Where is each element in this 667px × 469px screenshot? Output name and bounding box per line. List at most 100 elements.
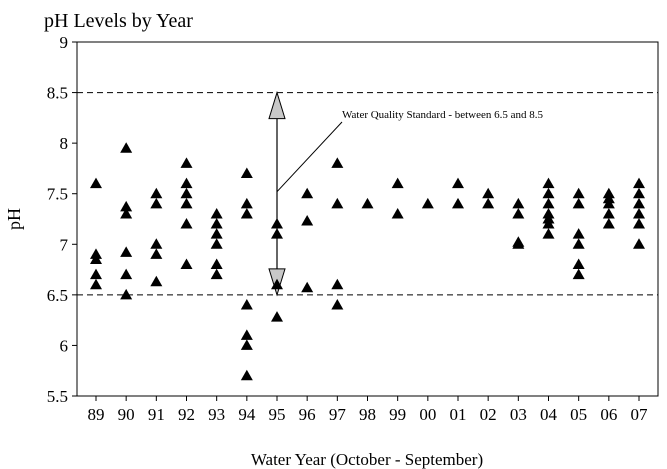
data-point-triangle [180, 157, 193, 168]
x-tick-label: 03 [510, 405, 527, 424]
x-tick-label: 98 [359, 405, 376, 424]
data-point-triangle [180, 218, 193, 229]
data-point-triangle [150, 197, 163, 209]
data-point-triangle [240, 298, 253, 310]
x-tick-label: 93 [208, 405, 225, 424]
data-point-triangle [210, 218, 223, 229]
data-point-triangle [602, 218, 615, 229]
data-point-triangle [180, 197, 193, 209]
data-point-triangle [452, 177, 464, 189]
data-point-triangle [120, 207, 133, 219]
data-point-triangle [120, 268, 133, 280]
x-tick-label: 01 [450, 405, 467, 424]
y-tick-label: 7 [60, 235, 69, 254]
x-tick-label: 90 [118, 405, 135, 424]
data-point-triangle [150, 248, 163, 259]
data-point-triangle [633, 218, 645, 229]
data-point-triangle [90, 268, 102, 280]
data-point-triangle [180, 187, 193, 199]
x-tick-label: 00 [419, 405, 436, 424]
data-point-triangle [120, 200, 133, 212]
data-point-triangle [391, 207, 404, 219]
y-tick-label: 6.5 [47, 286, 68, 305]
data-point-triangle [90, 177, 102, 189]
data-point-triangle [301, 187, 314, 199]
y-tick-label: 7.5 [47, 185, 68, 204]
data-point-triangle [301, 215, 314, 226]
x-tick-label: 97 [329, 405, 347, 424]
x-tick-label: 89 [88, 405, 105, 424]
data-point-triangle [210, 238, 223, 249]
data-point-triangle [90, 278, 102, 290]
data-point-triangle [482, 197, 495, 209]
data-point-triangle [331, 157, 344, 168]
annotation-leader-line [276, 121, 343, 193]
x-tick-label: 02 [480, 405, 497, 424]
data-point-triangle [572, 228, 585, 239]
data-point-triangle [602, 207, 615, 219]
data-point-triangle [331, 298, 344, 310]
data-point-triangle [572, 197, 585, 209]
data-point-triangle [633, 238, 645, 249]
data-point-triangle [633, 187, 645, 199]
data-point-triangle [150, 275, 163, 287]
y-tick-label: 9 [60, 33, 69, 52]
data-point-triangle [331, 278, 344, 290]
data-points [90, 142, 645, 381]
x-tick-label: 92 [178, 405, 195, 424]
data-point-triangle [240, 197, 253, 209]
data-point-triangle [331, 197, 344, 209]
data-point-triangle [271, 311, 283, 322]
data-point-triangle [150, 187, 163, 199]
data-point-triangle [240, 167, 253, 178]
data-point-triangle [452, 197, 464, 209]
data-point-triangle [542, 177, 555, 189]
data-point-triangle [150, 238, 163, 249]
data-point-triangle [210, 268, 223, 280]
annotation-arrowhead-up [268, 90, 286, 120]
x-tick-label: 91 [148, 405, 165, 424]
data-point-triangle [240, 207, 253, 219]
y-axis-label: pH [4, 208, 24, 230]
x-tick-label: 96 [299, 405, 316, 424]
data-point-triangle [120, 142, 133, 153]
y-tick-label: 8.5 [47, 84, 68, 103]
data-point-triangle [512, 236, 525, 247]
annotation-text: Water Quality Standard - between 6.5 and… [342, 109, 544, 121]
data-point-triangle [542, 187, 555, 199]
data-point-triangle [572, 187, 585, 199]
x-tick-label: 95 [269, 405, 286, 424]
x-tick-label: 99 [389, 405, 406, 424]
data-point-triangle [572, 238, 585, 249]
y-tick-label: 8 [60, 134, 69, 153]
data-point-triangle [90, 253, 102, 264]
data-point-triangle [240, 339, 253, 350]
data-point-triangle [572, 268, 585, 280]
x-tick-label: 04 [540, 405, 558, 424]
x-tick-label: 07 [631, 405, 649, 424]
data-point-triangle [633, 197, 645, 209]
data-point-triangle [633, 207, 645, 219]
data-point-triangle [271, 218, 283, 229]
x-axis-label: Water Year (October - September) [251, 450, 483, 469]
data-point-triangle [512, 197, 525, 209]
data-point-triangle [542, 197, 555, 209]
data-point-triangle [210, 207, 223, 219]
chart-title: pH Levels by Year [44, 10, 193, 32]
data-point-triangle [120, 246, 133, 257]
data-point-triangle [421, 197, 434, 209]
data-point-triangle [271, 228, 283, 239]
y-tick-label: 6 [60, 336, 69, 355]
data-point-triangle [301, 281, 314, 293]
data-point-triangle [602, 197, 615, 209]
data-point-triangle [120, 288, 133, 300]
x-tick-label: 06 [600, 405, 617, 424]
data-point-triangle [180, 258, 193, 270]
data-point-triangle [633, 177, 645, 189]
plot-frame [76, 41, 659, 397]
data-point-triangle [240, 329, 253, 340]
y-tick-label: 5.5 [47, 387, 68, 406]
x-tick-label: 05 [570, 405, 587, 424]
data-point-triangle [361, 197, 374, 209]
